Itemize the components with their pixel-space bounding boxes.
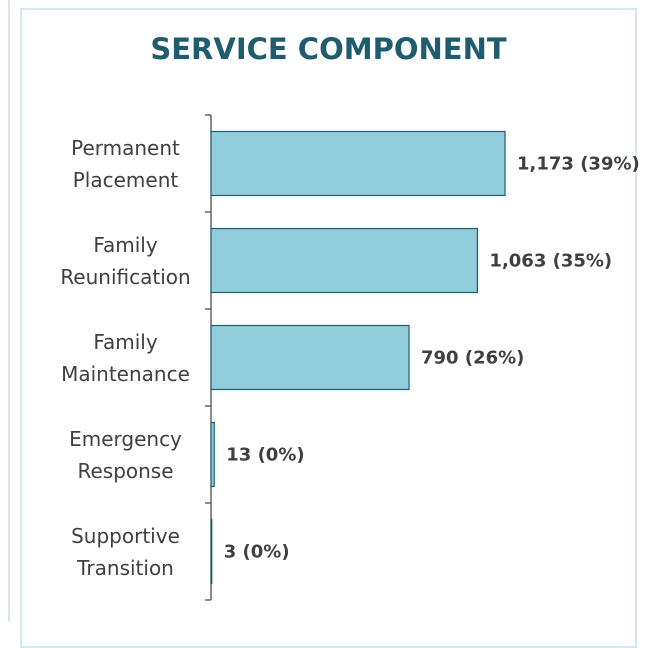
value-label: 1,173 (39%)	[517, 153, 640, 174]
bar	[210, 130, 506, 197]
page: SERVICE COMPONENT (() => { const data = …	[8, 0, 640, 648]
bar	[210, 518, 213, 585]
category-label: Emergency Response	[69, 426, 182, 483]
category-label: Permanent Placement	[71, 135, 180, 192]
bar	[210, 227, 479, 294]
bar	[210, 421, 215, 488]
category-label: Family Maintenance	[61, 329, 190, 386]
value-label: 790 (26%)	[421, 347, 525, 368]
value-label: 3 (0%)	[223, 541, 290, 562]
bar	[210, 324, 410, 391]
value-label: 13 (0%)	[226, 444, 305, 465]
category-label: Family Reunification	[60, 232, 191, 289]
category-label: Supportive Transition	[71, 523, 180, 580]
chart-title: SERVICE COMPONENT	[150, 32, 507, 66]
chart	[205, 114, 506, 601]
value-label: 1,063 (35%)	[489, 250, 613, 271]
edge-line	[8, 0, 10, 621]
